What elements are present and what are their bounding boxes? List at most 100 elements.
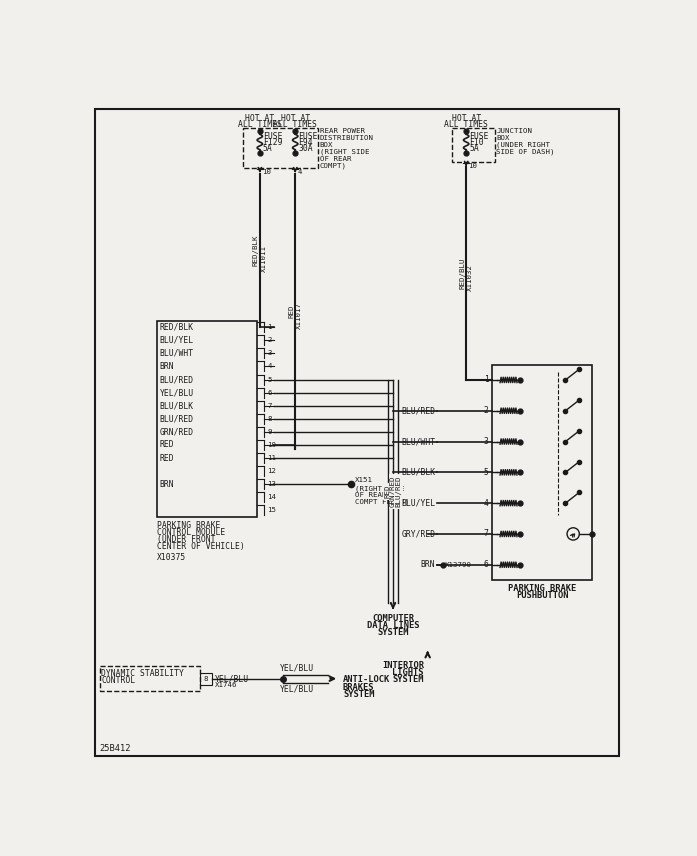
Text: CONTROL: CONTROL xyxy=(101,676,135,686)
Text: YEL/BLU: YEL/BLU xyxy=(279,663,314,673)
Text: GRY/RED: GRY/RED xyxy=(401,529,436,538)
Text: COMPT FLOOR): COMPT FLOOR) xyxy=(355,498,408,505)
Text: DYNAMIC STABILITY: DYNAMIC STABILITY xyxy=(101,669,184,679)
Text: BLU/YEL: BLU/YEL xyxy=(160,336,194,345)
Text: CONTROL MODULE: CONTROL MODULE xyxy=(157,528,225,537)
Text: RED: RED xyxy=(160,454,174,462)
Text: 15: 15 xyxy=(268,508,277,514)
Text: 4: 4 xyxy=(484,499,489,508)
Text: JUNCTION: JUNCTION xyxy=(496,128,533,134)
Text: PARKING BRAKE: PARKING BRAKE xyxy=(157,520,220,530)
Text: BLU/BLK: BLU/BLK xyxy=(401,468,436,477)
Text: HOT AT: HOT AT xyxy=(452,114,481,122)
Text: F129: F129 xyxy=(263,138,282,147)
Text: GRN/RED: GRN/RED xyxy=(390,476,396,507)
Text: YEL/BLU: YEL/BLU xyxy=(215,674,250,683)
Bar xyxy=(100,666,200,691)
Text: FUSE: FUSE xyxy=(298,132,318,141)
Text: REAR POWER: REAR POWER xyxy=(320,128,365,134)
Text: DISTRIBUTION: DISTRIBUTION xyxy=(320,135,374,141)
Bar xyxy=(157,321,256,517)
Text: OF REAR: OF REAR xyxy=(355,492,386,498)
Text: BLU/WHT: BLU/WHT xyxy=(401,437,436,446)
Text: 7: 7 xyxy=(268,402,272,408)
Text: 14: 14 xyxy=(268,495,277,501)
Bar xyxy=(200,673,212,685)
Text: RED: RED xyxy=(385,484,390,498)
Text: GRN/RED: GRN/RED xyxy=(160,427,194,437)
Text: 2: 2 xyxy=(268,337,272,343)
Text: 13: 13 xyxy=(268,481,277,487)
Text: OF REAR: OF REAR xyxy=(320,156,351,162)
Text: F10: F10 xyxy=(469,138,484,147)
Text: 5A: 5A xyxy=(263,145,273,153)
Text: COMPT): COMPT) xyxy=(320,163,347,169)
Text: RED/BLK: RED/BLK xyxy=(253,235,259,266)
Text: PUSHBUTTON: PUSHBUTTON xyxy=(516,591,569,600)
Text: RED/BLU: RED/BLU xyxy=(459,258,466,289)
Text: 8: 8 xyxy=(204,675,208,681)
Text: 1: 1 xyxy=(484,376,489,384)
Text: BLU/RED: BLU/RED xyxy=(401,407,436,415)
Text: 30A: 30A xyxy=(298,145,313,153)
Text: BRN: BRN xyxy=(160,479,174,489)
Text: FUSE: FUSE xyxy=(263,132,282,141)
Text: 12: 12 xyxy=(268,468,277,474)
Text: BLU/BLK: BLU/BLK xyxy=(160,401,194,410)
Text: 6: 6 xyxy=(268,389,272,395)
Text: BOX: BOX xyxy=(496,135,510,141)
Text: 3: 3 xyxy=(268,350,272,356)
Text: ALL TIMES: ALL TIMES xyxy=(238,121,282,129)
Text: BOX: BOX xyxy=(320,142,333,148)
Text: HOT AT: HOT AT xyxy=(245,114,275,122)
Text: 4: 4 xyxy=(268,364,272,370)
Text: F94: F94 xyxy=(298,138,313,147)
Text: RED: RED xyxy=(160,441,174,449)
Text: 2: 2 xyxy=(484,407,489,415)
Text: X11032: X11032 xyxy=(467,264,473,291)
Text: X11017: X11017 xyxy=(296,302,302,329)
Bar xyxy=(452,128,495,162)
Text: (UNDER FRONT: (UNDER FRONT xyxy=(157,535,215,544)
Text: INTERIOR: INTERIOR xyxy=(382,661,424,670)
Text: SYSTEM: SYSTEM xyxy=(343,690,374,699)
Text: BLU/RED: BLU/RED xyxy=(160,414,194,424)
Text: YEL/BLU: YEL/BLU xyxy=(160,388,194,397)
Text: 1: 1 xyxy=(268,324,272,330)
Text: DATA LINES: DATA LINES xyxy=(367,621,420,630)
Bar xyxy=(243,128,319,168)
Text: X10375: X10375 xyxy=(157,553,186,562)
Text: BLU/WHT: BLU/WHT xyxy=(160,349,194,358)
Text: 25B412: 25B412 xyxy=(100,745,131,753)
Text: 3: 3 xyxy=(484,437,489,446)
Text: ALL TIMES: ALL TIMES xyxy=(444,121,488,129)
Text: 10: 10 xyxy=(262,169,271,175)
Text: COMPUTER: COMPUTER xyxy=(372,614,414,623)
Text: 4: 4 xyxy=(298,169,302,175)
Text: LIGHTS: LIGHTS xyxy=(392,668,424,677)
Text: ALL TIMES: ALL TIMES xyxy=(273,121,317,129)
Text: X151: X151 xyxy=(355,477,372,483)
Text: RED: RED xyxy=(289,305,294,318)
Text: 9: 9 xyxy=(268,429,272,435)
Text: BRN: BRN xyxy=(421,560,436,569)
Text: CENTER OF VEHICLE): CENTER OF VEHICLE) xyxy=(157,542,245,550)
Text: RED/BLK: RED/BLK xyxy=(160,323,194,331)
Text: FUSE: FUSE xyxy=(469,132,489,141)
Text: HOT AT: HOT AT xyxy=(281,114,310,122)
Text: BRN: BRN xyxy=(160,362,174,371)
Text: 6: 6 xyxy=(484,560,489,569)
Text: 8: 8 xyxy=(268,416,272,422)
Text: BLU/RED: BLU/RED xyxy=(160,375,194,384)
Text: 11: 11 xyxy=(268,455,277,461)
Text: SYSTEM: SYSTEM xyxy=(392,675,424,684)
Text: PARKING BRAKE: PARKING BRAKE xyxy=(508,584,576,593)
Text: BLU/YEL: BLU/YEL xyxy=(401,499,436,508)
Text: SIDE OF DASH): SIDE OF DASH) xyxy=(496,149,555,156)
Text: X1746: X1746 xyxy=(215,681,238,687)
Text: (RIGHT SIDE: (RIGHT SIDE xyxy=(320,149,369,156)
Text: (RIGHT SIDE: (RIGHT SIDE xyxy=(355,486,404,492)
Text: X11011: X11011 xyxy=(261,245,267,271)
Bar xyxy=(492,365,592,580)
Text: BLU/RED: BLU/RED xyxy=(395,476,401,507)
